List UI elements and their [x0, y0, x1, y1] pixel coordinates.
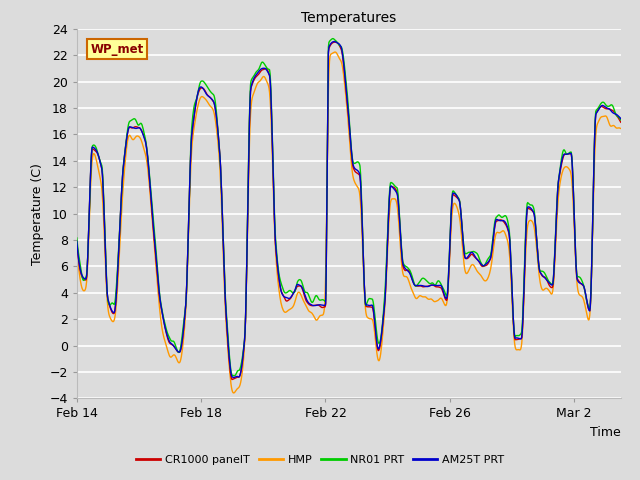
- X-axis label: Time: Time: [590, 426, 621, 439]
- Legend: CR1000 panelT, HMP, NR01 PRT, AM25T PRT: CR1000 panelT, HMP, NR01 PRT, AM25T PRT: [132, 451, 508, 469]
- Title: Temperatures: Temperatures: [301, 11, 396, 25]
- Y-axis label: Temperature (C): Temperature (C): [31, 163, 44, 264]
- Text: WP_met: WP_met: [90, 43, 143, 56]
